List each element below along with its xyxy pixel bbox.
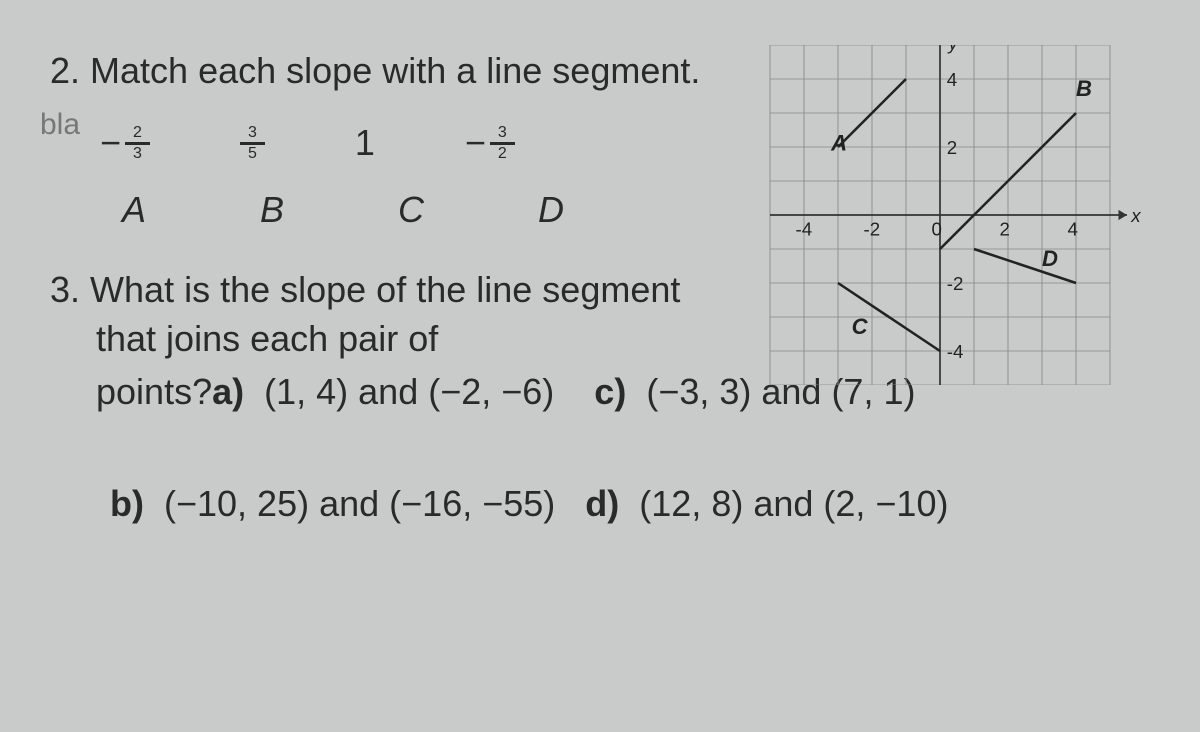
q3-line1: What is the slope of the line segment <box>90 269 680 310</box>
q2-text: Match each slope with a line segment. <box>90 50 700 91</box>
svg-text:2: 2 <box>947 137 957 158</box>
q3-c-label: c) <box>594 371 626 412</box>
q3-line2: that joins each pair of <box>96 318 438 359</box>
q3-a-label: a) <box>212 371 244 412</box>
slope-a: − 2 3 <box>100 122 150 164</box>
svg-text:C: C <box>852 314 869 339</box>
coordinate-graph: -4 -2 0 2 4 4 2 -2 -4 y x A B C D <box>710 45 1170 385</box>
slope-a-num: 2 <box>125 124 150 145</box>
svg-text:B: B <box>1076 76 1092 101</box>
svg-text:-4: -4 <box>947 341 964 362</box>
points-row-2: b) (−10, 25) and (−16, −55) d) (12, 8) a… <box>110 483 1160 525</box>
q3-a-points: (1, 4) and (−2, −6) <box>264 371 554 412</box>
slope-c: 1 <box>355 122 375 164</box>
q3-d-label: d) <box>585 483 619 524</box>
q3-b-label: b) <box>110 483 144 524</box>
svg-text:D: D <box>1042 246 1058 271</box>
slope-a-den: 3 <box>125 145 150 163</box>
label-a: A <box>122 189 146 231</box>
q2-number: 2. <box>50 50 80 91</box>
svg-text:4: 4 <box>1068 218 1078 239</box>
q3-number: 3. <box>50 269 80 310</box>
slope-d: − 3 2 <box>465 122 515 164</box>
slope-d-num: 3 <box>490 124 515 145</box>
svg-text:2: 2 <box>1000 218 1010 239</box>
svg-text:-4: -4 <box>796 218 813 239</box>
svg-text:4: 4 <box>947 69 957 90</box>
svg-text:y: y <box>947 45 960 53</box>
q3-b-points: (−10, 25) and (−16, −55) <box>164 483 555 524</box>
svg-text:-2: -2 <box>947 273 964 294</box>
q3-d-points: (12, 8) and (2, −10) <box>639 483 948 524</box>
slope-a-sign: − <box>100 122 121 164</box>
slope-b: 3 5 <box>240 124 265 163</box>
slope-d-sign: − <box>465 122 486 164</box>
svg-text:0: 0 <box>932 218 942 239</box>
svg-text:A: A <box>830 130 847 155</box>
artifact-text: bla <box>40 108 80 142</box>
label-d: D <box>538 189 564 231</box>
slope-b-num: 3 <box>240 124 265 145</box>
label-b: B <box>260 189 284 231</box>
label-c: C <box>398 189 424 231</box>
q3-line3-prefix: points? <box>96 371 212 412</box>
svg-text:-2: -2 <box>864 218 881 239</box>
svg-text:x: x <box>1130 205 1141 226</box>
slope-b-den: 5 <box>240 145 265 163</box>
slope-d-den: 2 <box>490 145 515 163</box>
